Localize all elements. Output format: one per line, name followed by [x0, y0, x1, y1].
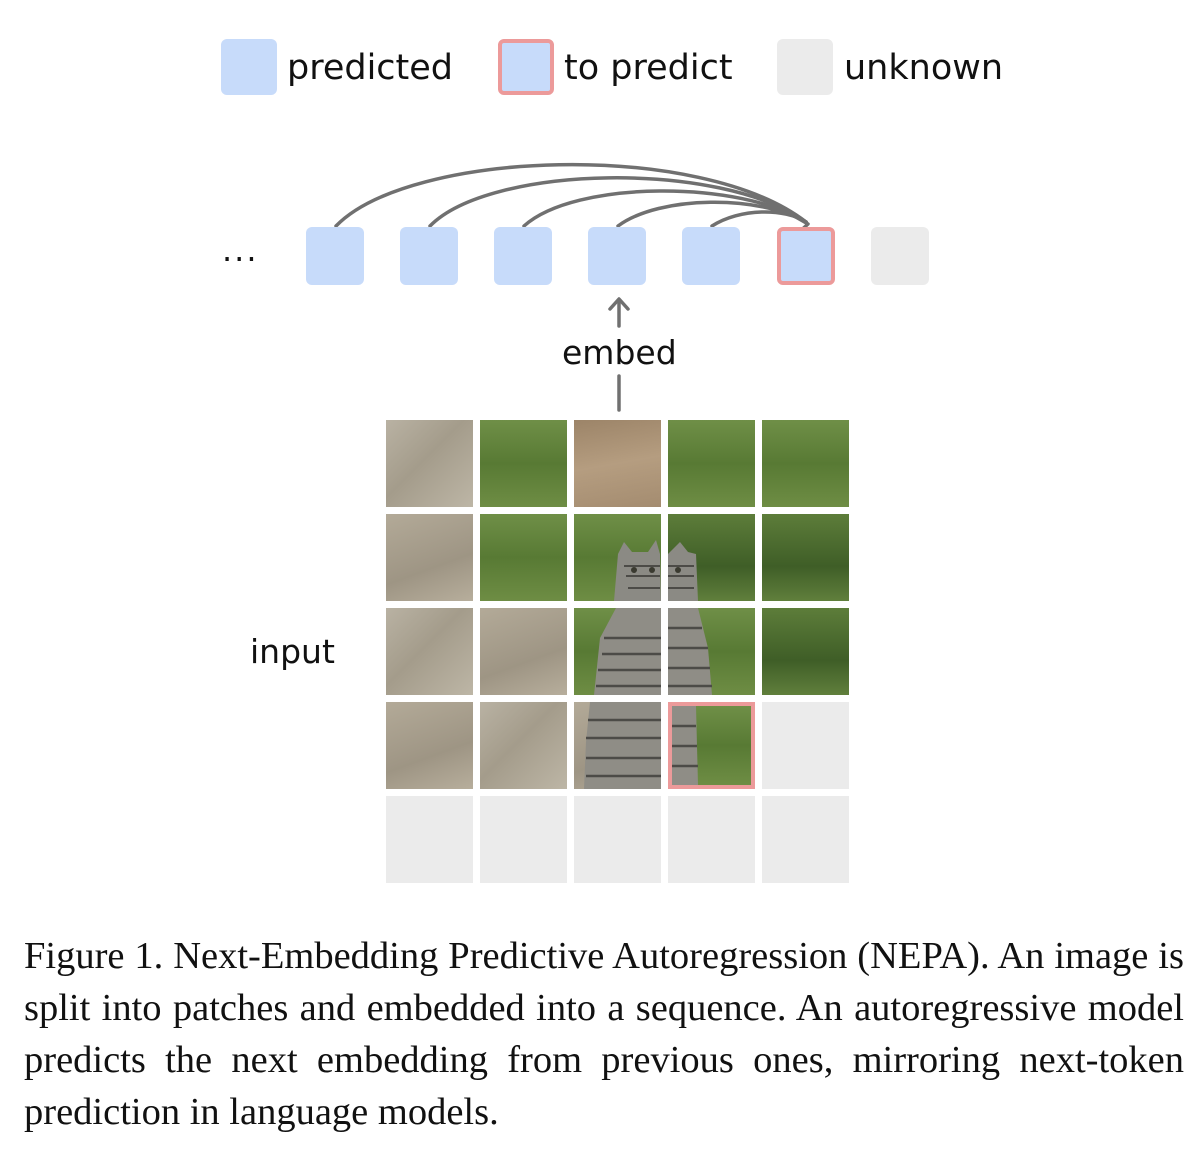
- legend-predicted-swatch: [221, 39, 277, 95]
- image-patch-to-predict: [668, 702, 755, 789]
- image-patch: [762, 514, 849, 601]
- arrow-from-token-5: [710, 210, 808, 228]
- image-patch: [762, 420, 849, 507]
- image-patch-unknown: [762, 796, 849, 883]
- token-predicted-5: [682, 227, 740, 285]
- arrow-from-token-2: [428, 176, 808, 228]
- image-patch: [574, 420, 661, 507]
- cat-head-patch: [614, 540, 661, 601]
- embed-label: embed: [562, 333, 677, 372]
- legend-unknown-label: unknown: [844, 48, 1004, 88]
- image-patch-unknown: [386, 796, 473, 883]
- cat-body-patch: [594, 608, 661, 695]
- image-patch-grid: [386, 420, 851, 885]
- arrow-from-token-3: [522, 189, 808, 228]
- sequence-ellipsis: ...: [222, 231, 259, 269]
- legend-predicted-label: predicted: [287, 48, 454, 88]
- image-patch: [480, 608, 567, 695]
- image-patch: [386, 702, 473, 789]
- image-patch: [480, 702, 567, 789]
- image-patch: [574, 702, 661, 789]
- image-patch: [668, 608, 755, 695]
- arrow-from-token-1: [334, 162, 808, 228]
- image-patch: [480, 420, 567, 507]
- image-patch-unknown: [574, 796, 661, 883]
- cat-head-patch: [668, 542, 698, 601]
- image-patch-unknown: [762, 702, 849, 789]
- image-patch: [668, 420, 755, 507]
- image-patch-unknown: [668, 796, 755, 883]
- image-patch: [574, 514, 661, 601]
- image-patch: [386, 420, 473, 507]
- token-unknown: [871, 227, 929, 285]
- cat-body-patch: [668, 608, 712, 695]
- cat-body-patch: [584, 702, 661, 789]
- embed-arrowhead: [608, 297, 630, 311]
- image-patch: [668, 514, 755, 601]
- token-predicted-2: [400, 227, 458, 285]
- token-predicted-3: [494, 227, 552, 285]
- token-predicted-4: [588, 227, 646, 285]
- image-patch-unknown: [480, 796, 567, 883]
- input-label: input: [250, 632, 335, 671]
- token-to-predict: [777, 227, 835, 285]
- legend-to-predict-label: to predict: [564, 48, 733, 88]
- image-patch: [386, 608, 473, 695]
- cat-leg-patch: [672, 706, 698, 785]
- token-predicted-1: [306, 227, 364, 285]
- image-patch: [762, 608, 849, 695]
- image-patch: [386, 514, 473, 601]
- autoregressive-arrows: [334, 162, 810, 412]
- image-patch: [574, 608, 661, 695]
- image-patch: [480, 514, 567, 601]
- legend-unknown-swatch: [777, 39, 833, 95]
- legend-to-predict-swatch: [498, 39, 554, 95]
- figure-caption: Figure 1. Next-Embedding Predictive Auto…: [24, 935, 1184, 1133]
